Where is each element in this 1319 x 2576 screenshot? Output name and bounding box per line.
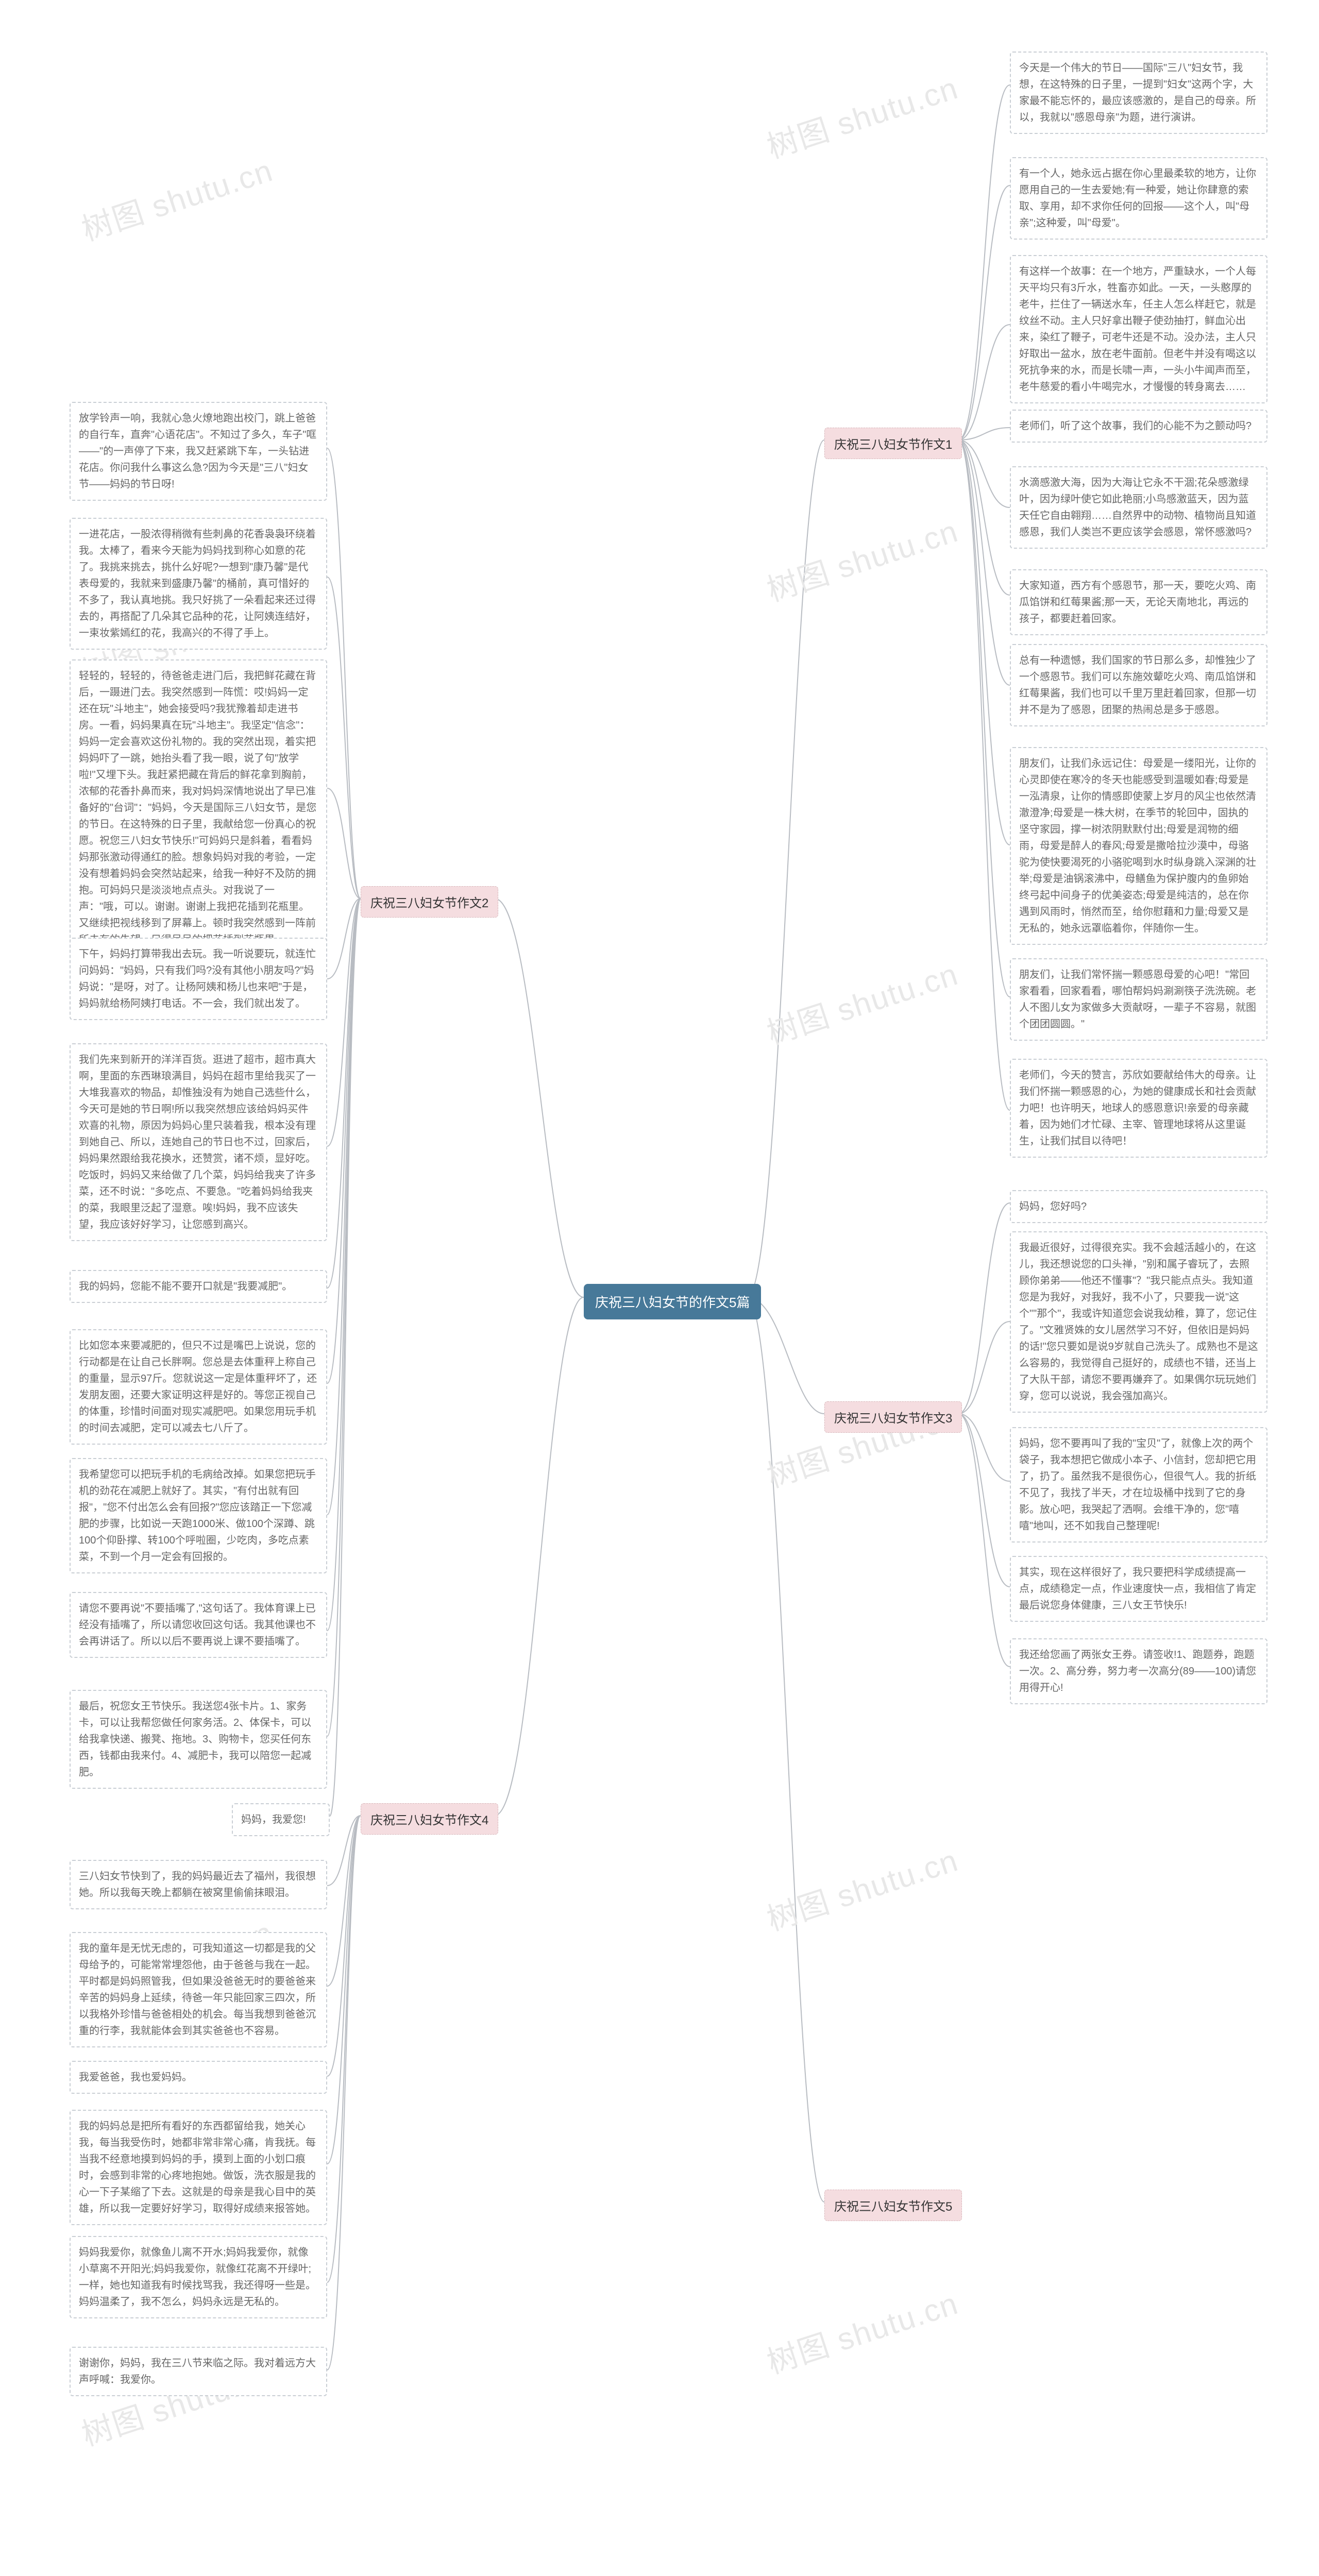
watermark-text: 树图 shutu.cn [760,2279,963,2383]
content-node-t2-7: 我希望您可以把玩手机的毛病给改掉。如果您把玩手机的劲花在减肥上就好了。其实，"有… [70,1458,327,1573]
watermark-text: 树图 shutu.cn [760,950,963,1054]
content-node-t1-1: 有一个人，她永远占据在你心里最柔软的地方，让你愿用自己的一生去爱她;有一种爱，她… [1010,157,1267,240]
content-node-t2-0: 放学铃声一响，我就心急火燎地跑出校门，跳上爸爸的自行车，直奔"心语花店"。不知过… [70,402,327,501]
content-node-t3-1: 我最近很好，过得很充实。我不会越活越小的，在这儿，我还想说您的口头禅，"别和属子… [1010,1231,1267,1413]
content-node-t2-1: 一进花店，一股浓得稍微有些刺鼻的花香袅袅环绕着我。太棒了，看来今天能为妈妈找到称… [70,518,327,650]
topic-node-t3: 庆祝三八妇女节作文3 [824,1401,962,1433]
content-node-t2-2: 轻轻的，轻轻的，待爸爸走进门后，我把鲜花藏在背后，一蹑进门去。我突然感到一阵慌：… [70,659,327,956]
content-node-t1-9: 老师们，今天的赞言，苏欣如要献给伟大的母亲。让我们怀揣一颗感恩的心，为她的健康成… [1010,1059,1267,1158]
content-node-t2-4: 我们先来到新开的洋洋百货。逛进了超市，超市真大啊，里面的东西琳琅满目，妈妈在超市… [70,1043,327,1241]
content-node-t1-3: 老师们，听了这个故事，我们的心能不为之颤动吗? [1010,410,1267,443]
watermark-text: 树图 shutu.cn [75,146,278,250]
content-node-t4-1: 我的童年是无忧无虑的，可我知道这一切都是我的父母给予的，可能常常埋怨他，由于爸爸… [70,1932,327,2047]
content-node-t1-7: 朋友们，让我们永远记住：母爱是一缕阳光，让你的心灵即使在寒冷的冬天也能感受到温暖… [1010,747,1267,945]
central-node: 庆祝三八妇女节的作文5篇 [584,1284,761,1319]
content-node-t3-0: 妈妈，您好吗? [1010,1190,1267,1223]
content-node-t2-9: 最后，祝您女王节快乐。我送您4张卡片。1、家务卡，可以让我帮您做任何家务活。2、… [70,1690,327,1789]
content-node-t1-4: 水滴感激大海，因为大海让它永不干涸;花朵感激绿叶，因为绿叶使它如此艳丽;小鸟感激… [1010,466,1267,549]
content-node-t4-5: 谢谢你，妈妈，我在三八节来临之际。我对着远方大声呼喊：我爱你。 [70,2347,327,2396]
content-node-t2-10: 妈妈，我爱您! [232,1803,330,1836]
content-node-t1-6: 总有一种遗憾，我们国家的节日那么多，却惟独少了一个感恩节。我们可以东施效颦吃火鸡… [1010,644,1267,726]
watermark-text: 树图 shutu.cn [760,506,963,611]
content-node-t1-0: 今天是一个伟大的节日——国际"三八"妇女节，我想，在这特殊的日子里，一提到"妇女… [1010,52,1267,134]
content-node-t2-8: 请您不要再说"不要插嘴了,"这句话了。我体育课上已经没有插嘴了，所以请您收回这句… [70,1592,327,1658]
watermark-text: 树图 shutu.cn [760,1836,963,1940]
content-node-t4-3: 我的妈妈总是把所有看好的东西都留给我，她关心我，每当我受伤时，她都非常非常心痛，… [70,2110,327,2225]
content-node-t2-5: 我的妈妈，您能不能不要开口就是"我要减肥"。 [70,1270,327,1303]
watermark-text: 树图 shutu.cn [760,63,963,167]
content-node-t1-5: 大家知道，西方有个感恩节，那一天，要吃火鸡、南瓜馅饼和红莓果酱;那一天，无论天南… [1010,569,1267,635]
content-node-t4-2: 我爱爸爸，我也爱妈妈。 [70,2061,327,2094]
content-node-t3-2: 妈妈，您不要再叫了我的"宝贝"了，就像上次的两个袋子，我本想把它做成小本子、小信… [1010,1427,1267,1543]
content-node-t2-3: 下午，妈妈打算带我出去玩。我一听说要玩，就连忙问妈妈："妈妈，只有我们吗?没有其… [70,938,327,1020]
topic-node-t5: 庆祝三八妇女节作文5 [824,2190,962,2221]
content-node-t2-6: 比如您本来要减肥的，但只不过是嘴巴上说说，您的行动都是在让自己长胖啊。您总是去体… [70,1329,327,1445]
content-node-t4-4: 妈妈我爱你，就像鱼儿离不开水;妈妈我爱你，就像小草离不开阳光;妈妈我爱你，就像红… [70,2236,327,2318]
content-node-t3-4: 我还给您画了两张女王券。请签收!1、跑题券，跑题一次。2、高分券，努力考一次高分… [1010,1638,1267,1704]
content-node-t1-2: 有这样一个故事：在一个地方，严重缺水，一个人每天平均只有3斤水，牲畜亦如此。一天… [1010,255,1267,403]
content-node-t4-0: 三八妇女节快到了，我的妈妈最近去了福州，我很想她。所以我每天晚上都躺在被窝里偷偷… [70,1860,327,1909]
topic-node-t4: 庆祝三八妇女节作文4 [361,1803,498,1835]
topic-node-t1: 庆祝三八妇女节作文1 [824,428,962,459]
topic-node-t2: 庆祝三八妇女节作文2 [361,886,498,918]
content-node-t3-3: 其实，现在这样很好了，我只要把科学成绩提高一点，成绩稳定一点，作业速度快一点，我… [1010,1556,1267,1622]
content-node-t1-8: 朋友们，让我们常怀揣一颗感恩母爱的心吧！"常回家看看，回家看看，哪怕帮妈妈涮涮筷… [1010,958,1267,1041]
